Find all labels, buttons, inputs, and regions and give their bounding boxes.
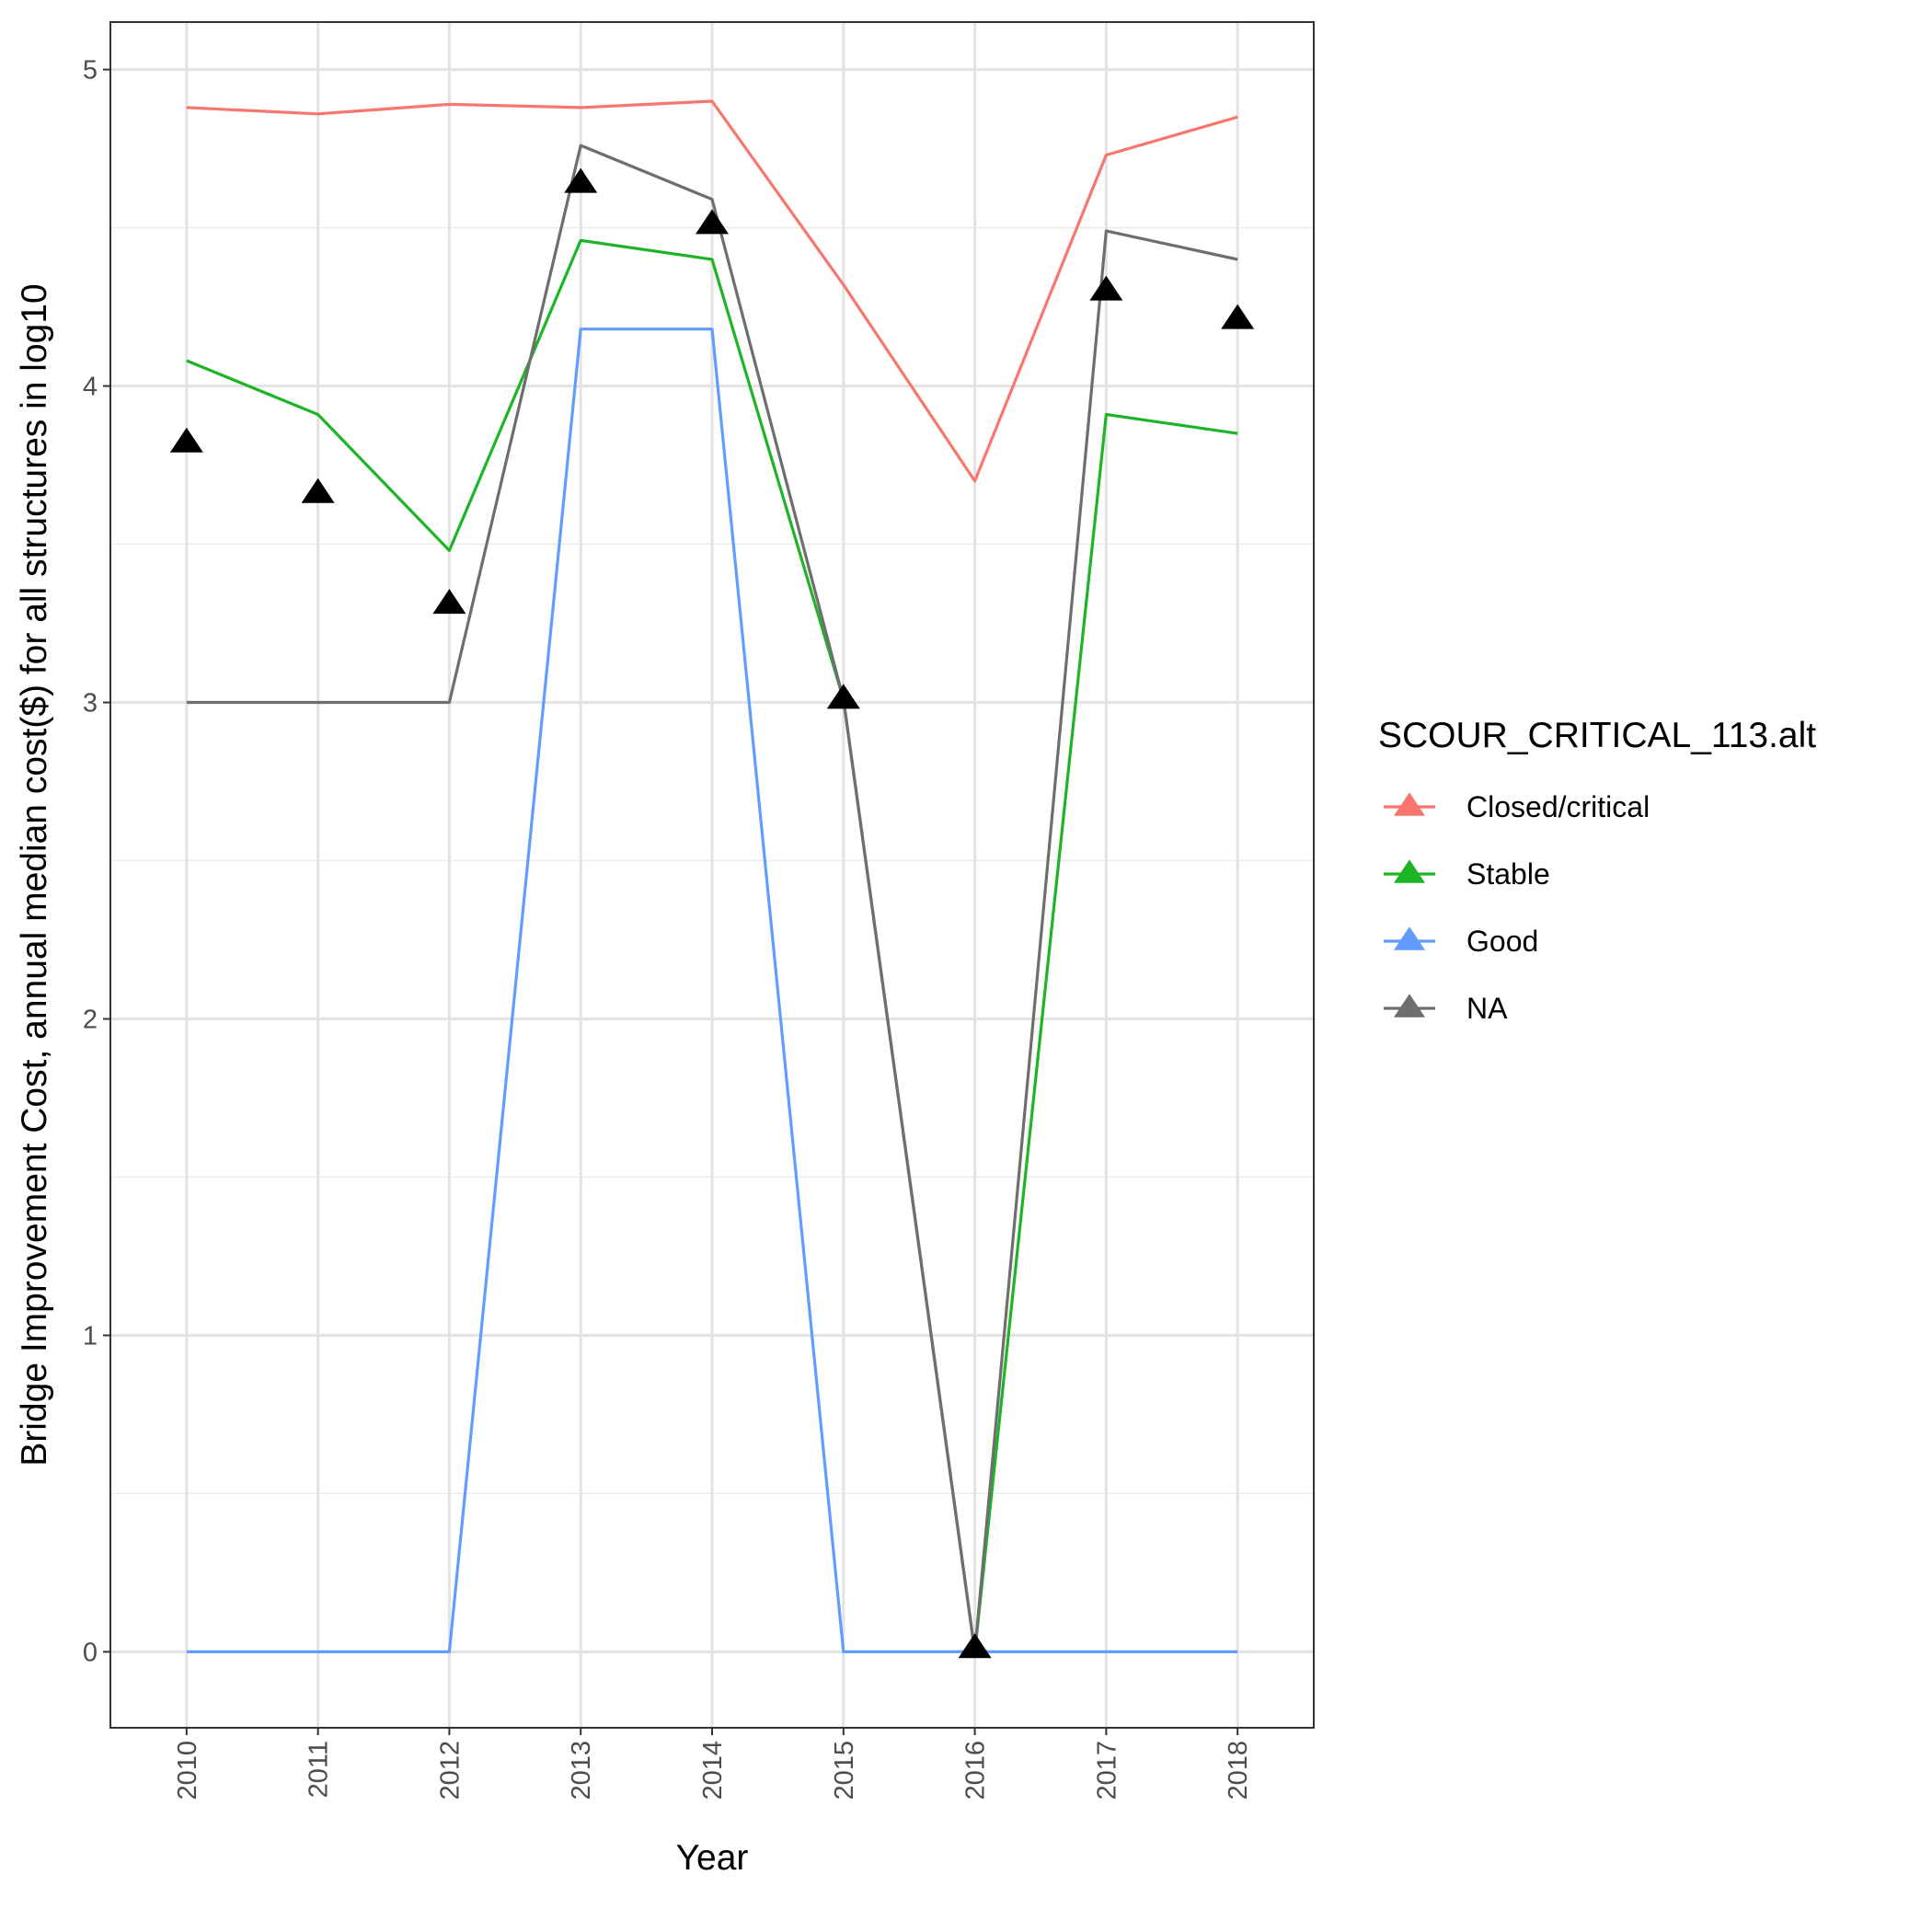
data-point-marker xyxy=(301,477,335,503)
x-tick-label: 2010 xyxy=(173,1741,202,1800)
y-tick-label: 4 xyxy=(83,373,98,402)
y-tick-label: 0 xyxy=(83,1638,98,1667)
x-tick-label: 2013 xyxy=(567,1741,596,1800)
data-point-marker xyxy=(169,427,203,453)
y-axis: 0 1 2 3 4 5 xyxy=(83,56,110,1667)
y-tick-label: 2 xyxy=(83,1006,98,1035)
legend-label: NA xyxy=(1466,992,1508,1025)
x-axis: 2010 2011 2012 2013 2014 2015 2016 2017 2018 xyxy=(173,1728,1253,1800)
legend-key-triangle xyxy=(1394,859,1425,883)
x-tick-label: 2014 xyxy=(698,1741,728,1800)
series-line-na xyxy=(186,144,1238,1654)
data-point-marker xyxy=(958,1633,992,1659)
data-point-marker xyxy=(826,684,860,709)
x-axis-title: Year xyxy=(676,1838,749,1878)
x-tick-label: 2012 xyxy=(435,1741,465,1800)
x-tick-label: 2018 xyxy=(1224,1741,1253,1800)
legend-title: SCOUR_CRITICAL_113.alt xyxy=(1378,716,1816,755)
data-point-marker xyxy=(696,209,729,235)
legend-key-triangle xyxy=(1394,926,1425,950)
series-line-closed-critical xyxy=(186,99,1238,483)
legend-label: Closed/critical xyxy=(1466,790,1650,823)
data-point-marker xyxy=(432,589,466,615)
legend-label: Stable xyxy=(1466,857,1550,891)
triangle-markers xyxy=(169,167,1255,1659)
legend-key-triangle xyxy=(1394,792,1425,816)
data-point-marker xyxy=(1089,275,1123,301)
legend-label: Good xyxy=(1466,925,1538,958)
data-point-marker xyxy=(564,167,598,193)
y-tick-label: 5 xyxy=(83,56,98,86)
x-tick-label: 2011 xyxy=(305,1741,334,1798)
x-tick-label: 2017 xyxy=(1092,1741,1121,1800)
y-axis-title: Bridge Improvement Cost, annual median c… xyxy=(15,283,54,1466)
x-tick-label: 2016 xyxy=(961,1741,991,1800)
x-tick-label: 2015 xyxy=(830,1741,859,1800)
y-tick-label: 1 xyxy=(83,1321,98,1351)
series-line-stable xyxy=(186,238,1238,1654)
legend-key-triangle xyxy=(1394,994,1425,1018)
series-line-good xyxy=(186,328,1238,1654)
series-lines xyxy=(186,99,1238,1654)
legend: SCOUR_CRITICAL_113.alt Closed/critical St… xyxy=(1378,716,1816,1025)
y-tick-label: 3 xyxy=(83,689,98,719)
data-point-marker xyxy=(1221,304,1255,329)
